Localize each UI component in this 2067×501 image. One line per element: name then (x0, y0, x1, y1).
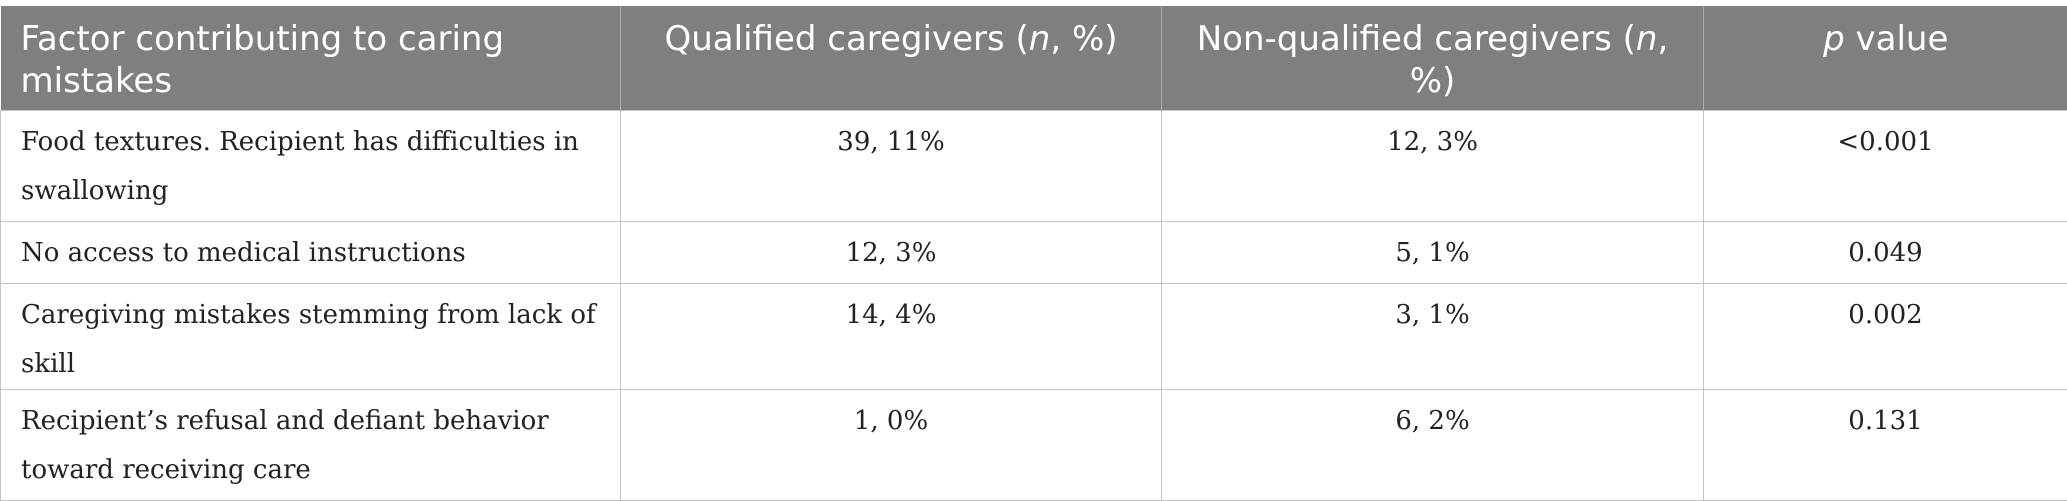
cell-qualified: 1, 0% (621, 389, 1162, 500)
cell-factor: No access to medical instructions (1, 221, 621, 283)
cell-p-value: 0.131 (1704, 389, 2067, 500)
cell-factor: Recipient’s refusal and defiant behavior… (1, 389, 621, 500)
header-qualified-pre: Qualified caregivers ( (664, 19, 1028, 59)
cell-p-value: <0.001 (1704, 110, 2067, 221)
table-row: Caregiving mistakes stemming from lack o… (1, 283, 2067, 389)
cell-qualified: 12, 3% (621, 221, 1162, 283)
caring-mistakes-table: Factor contributing to caring mistakes Q… (0, 6, 2067, 501)
table-row: Recipient’s refusal and defiant behavior… (1, 389, 2067, 500)
cell-factor: Caregiving mistakes stemming from lack o… (1, 283, 621, 389)
cell-non-qualified: 12, 3% (1162, 110, 1704, 221)
header-factor-text: Factor contributing to caring mistakes (21, 19, 505, 101)
cell-qualified: 14, 4% (621, 283, 1162, 389)
table-row: Food textures. Recipient has difficultie… (1, 110, 2067, 221)
header-non-qualified-italic: n (1636, 19, 1658, 59)
cell-qualified: 39, 11% (621, 110, 1162, 221)
cell-p-value: 0.049 (1704, 221, 2067, 283)
table-body: Food textures. Recipient has difficultie… (1, 110, 2067, 500)
header-qualified: Qualified caregivers (n, %) (621, 6, 1162, 110)
header-qualified-italic: n (1029, 19, 1051, 59)
header-p-value: p value (1704, 6, 2067, 110)
header-non-qualified-pre: Non-qualified caregivers ( (1197, 19, 1636, 59)
cell-p-value: 0.002 (1704, 283, 2067, 389)
header-qualified-post: , %) (1050, 19, 1117, 59)
header-non-qualified: Non-qualified caregivers (n, %) (1162, 6, 1704, 110)
cell-non-qualified: 3, 1% (1162, 283, 1704, 389)
header-factor: Factor contributing to caring mistakes (1, 6, 621, 110)
cell-factor: Food textures. Recipient has difficultie… (1, 110, 621, 221)
header-p-value-post: value (1845, 19, 1949, 59)
table-row: No access to medical instructions 12, 3%… (1, 221, 2067, 283)
table-header: Factor contributing to caring mistakes Q… (1, 6, 2067, 110)
header-p-value-italic: p (1823, 19, 1845, 59)
cell-non-qualified: 6, 2% (1162, 389, 1704, 500)
cell-non-qualified: 5, 1% (1162, 221, 1704, 283)
header-row: Factor contributing to caring mistakes Q… (1, 6, 2067, 110)
results-table-container: Factor contributing to caring mistakes Q… (0, 6, 2067, 501)
